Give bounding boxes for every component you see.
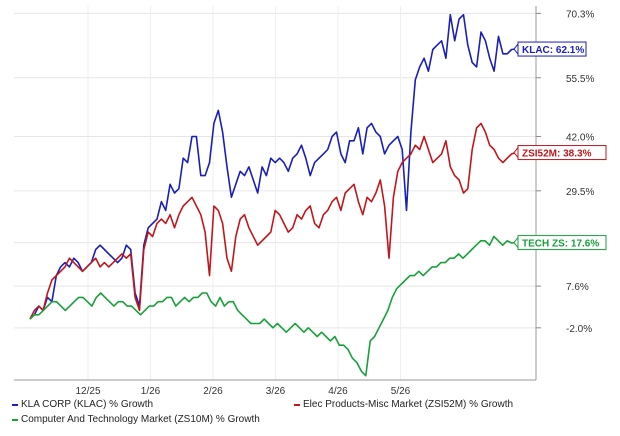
grid-layer [14, 6, 536, 380]
end-label-text: TECH ZS: 17.6% [522, 239, 599, 250]
end-label-0: KLAC: 62.1% [513, 41, 587, 57]
y-tick-label: 29.5% [566, 187, 594, 198]
legend-item-zs10m: Computer And Technology Market (ZS10M) %… [12, 414, 260, 425]
series-line-2 [29, 235, 517, 377]
legend-item-zsi52m: Elec Products-Misc Market (ZSI52M) % Gro… [294, 399, 513, 410]
x-tick-label: 3/26 [266, 386, 286, 397]
legend-marker-zsi52m [294, 403, 300, 406]
x-tick-label: 12/25 [75, 386, 100, 397]
legend-item-klac: KLA CORP (KLAC) % Growth [12, 399, 153, 410]
x-tick-label: 1/26 [141, 386, 161, 397]
y-tick-label: 70.3% [566, 9, 594, 20]
end-label-text: KLAC: 62.1% [522, 45, 584, 56]
legend-label-zsi52m: Elec Products-Misc Market (ZSI52M) % Gro… [303, 399, 514, 410]
y-tick-label: 55.5% [566, 74, 594, 85]
x-tick-label: 4/26 [328, 386, 348, 397]
legend-label-zs10m: Computer And Technology Market (ZS10M) %… [21, 414, 260, 425]
x-tick-label: 2/26 [203, 386, 223, 397]
end-label-layer: KLAC: 62.1% ZSI52M: 38.3% TECH ZS: 17.6% [513, 41, 607, 251]
end-label-pointer [513, 42, 519, 56]
series-line-0 [29, 13, 517, 320]
x-tick-label: 5/26 [391, 386, 411, 397]
end-label-text: ZSI52M: 38.3% [522, 149, 592, 160]
y-tick-label: 7.6% [566, 282, 589, 293]
legend-marker-zs10m [12, 418, 18, 421]
end-label-box [517, 235, 607, 251]
series-layer [29, 13, 517, 377]
end-label-pointer [513, 236, 519, 250]
end-label-box [517, 41, 587, 57]
series-line-1 [29, 122, 517, 320]
end-label-1: ZSI52M: 38.3% [513, 145, 607, 161]
end-label-pointer [513, 146, 519, 159]
legend-label-klac: KLA CORP (KLAC) % Growth [21, 399, 154, 410]
y-tick-label: -2.0% [566, 324, 592, 335]
legend-marker-klac [12, 403, 18, 406]
y-tick-label: 42.0% [566, 132, 594, 143]
end-label-box [517, 145, 607, 161]
axis-layer: 70.3% 55.5% 42.0% 29.5% 7.6% -2.0% 12/25 1/26 2/… [14, 6, 594, 397]
end-label-2: TECH ZS: 17.6% [513, 235, 607, 251]
